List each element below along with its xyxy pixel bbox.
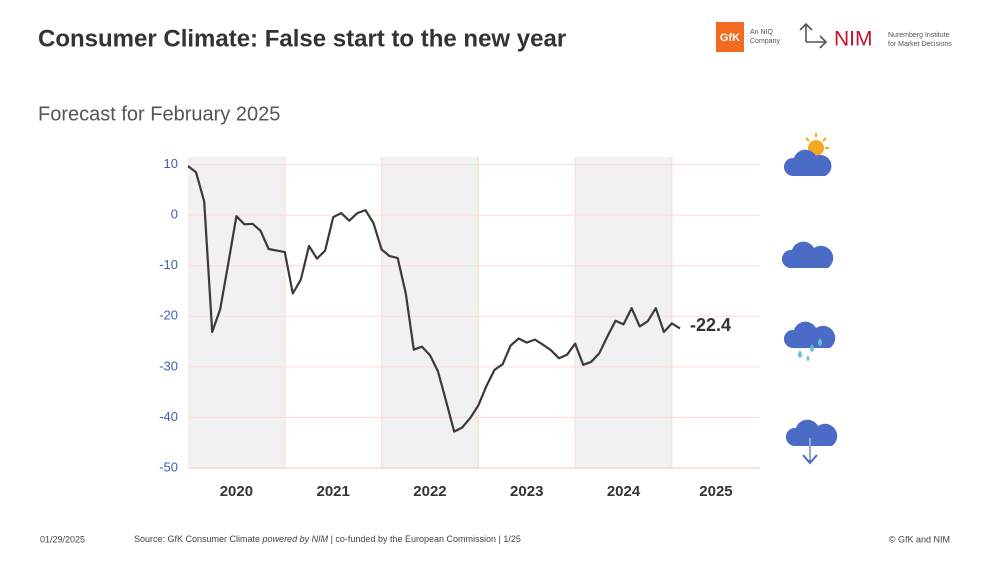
plot: 2020 2021 2022 2023 2024 2025 10 0 -10 -20 -30 -40 -…	[159, 156, 760, 500]
x-tick-label: 2020	[220, 483, 253, 500]
nim-tag: Nuremberg Institute	[888, 32, 950, 39]
source-prefix: Source: GfK Consumer Climate	[134, 534, 263, 544]
title: Consumer Climate: False start to the new…	[38, 25, 566, 52]
footer-date: 01/29/2025	[40, 534, 85, 544]
year-bands	[188, 157, 672, 468]
nim-icon	[799, 22, 828, 49]
footer-copyright: © GfK and NIM	[889, 534, 950, 544]
x-tick-label: 2024	[607, 483, 641, 500]
x-tick-label: 2021	[316, 483, 349, 500]
y-tick-label: -50	[159, 459, 178, 474]
y-tick-label: 10	[164, 156, 178, 171]
data-label: -22.4	[690, 315, 731, 335]
year-band	[575, 157, 672, 468]
year-band	[381, 157, 479, 468]
year-band	[188, 157, 285, 468]
gfk-tag: An NIQ	[750, 29, 774, 36]
y-tick-label: 0	[171, 207, 178, 222]
icon-storm	[785, 419, 838, 465]
icon-rain	[783, 321, 836, 361]
gfk-logo: GfK	[720, 32, 740, 44]
subtitle: Forecast for February 2025	[38, 103, 280, 125]
line	[187, 165, 681, 433]
gfk-logo-box	[716, 22, 744, 52]
y-tick-label: -30	[159, 358, 178, 373]
source-suffix: | co-funded by the European Commission |…	[328, 534, 521, 544]
icon-cloud	[781, 241, 834, 268]
y-tick-label: -40	[159, 409, 178, 424]
nim-tag: for Market Decisions	[888, 41, 952, 48]
nim-logo: NIM	[834, 28, 873, 51]
icon-sun-cloud	[783, 133, 832, 176]
x-tick-label: 2022	[413, 483, 446, 500]
y-tick-label: -10	[159, 257, 178, 272]
gfk-tag: Company	[750, 38, 780, 45]
source-italic: powered by NIM	[262, 534, 329, 544]
x-tick-label: 2023	[510, 483, 543, 500]
x-tick-label: 2025	[699, 483, 732, 500]
y-tick-label: -20	[159, 308, 178, 323]
grid	[188, 157, 760, 469]
footer-source: Source: GfK Consumer Climate powered by …	[134, 534, 521, 544]
